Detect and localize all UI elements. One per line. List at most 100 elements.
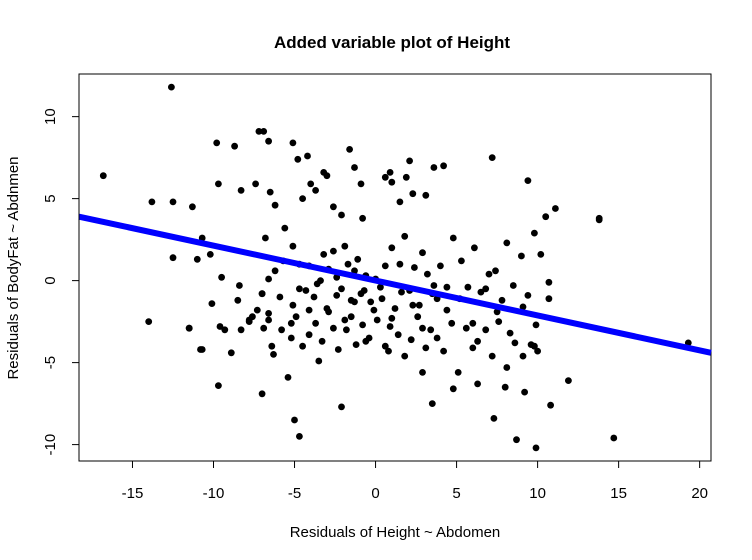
regression-line	[78, 213, 712, 356]
data-point	[519, 303, 527, 311]
data-point	[258, 390, 266, 398]
data-point	[344, 260, 352, 268]
data-point	[169, 254, 177, 262]
data-point	[458, 257, 465, 265]
data-point	[320, 251, 328, 258]
data-point	[524, 292, 532, 299]
data-point	[362, 337, 370, 345]
data-point	[402, 173, 410, 181]
data-point	[323, 172, 331, 180]
data-point	[253, 306, 261, 314]
data-point	[260, 324, 268, 332]
data-point	[218, 273, 226, 281]
data-point	[359, 321, 366, 329]
data-point	[206, 251, 214, 258]
data-point	[492, 267, 499, 275]
data-point	[485, 270, 493, 278]
data-point	[521, 388, 528, 396]
data-point	[532, 321, 540, 329]
data-point	[437, 262, 444, 270]
plot-frame	[78, 73, 712, 462]
data-point	[407, 336, 415, 344]
data-point	[312, 187, 319, 194]
x-axis: -15 -10 -5 0 5 10 15 20	[122, 460, 708, 502]
data-point	[474, 380, 481, 388]
data-point	[271, 201, 279, 209]
data-point	[268, 342, 276, 350]
data-point	[370, 306, 378, 314]
data-point	[542, 213, 550, 221]
data-point	[169, 198, 177, 206]
data-point	[443, 306, 451, 314]
x-axis-label: Residuals of Height ~ Abdomen	[290, 524, 501, 541]
data-point	[488, 352, 496, 360]
data-point	[396, 198, 404, 206]
data-point	[537, 251, 545, 258]
data-point	[333, 292, 341, 299]
data-point	[415, 301, 423, 309]
data-point	[381, 173, 389, 181]
data-point	[258, 290, 266, 298]
data-point	[234, 296, 242, 304]
data-point	[378, 295, 386, 303]
data-point	[330, 324, 337, 332]
x-tick-label: 5	[452, 485, 460, 502]
data-point	[462, 324, 470, 332]
x-tick-label: -15	[122, 485, 144, 502]
data-point	[401, 232, 409, 240]
data-point	[237, 326, 245, 334]
data-point	[265, 316, 272, 324]
data-point	[534, 347, 541, 355]
data-point	[427, 326, 435, 334]
data-point	[519, 352, 527, 360]
data-point	[289, 242, 297, 250]
data-point	[284, 374, 292, 381]
data-point	[216, 323, 224, 330]
data-point	[532, 444, 540, 452]
data-point	[388, 314, 396, 322]
data-point	[391, 305, 399, 312]
data-point	[440, 162, 447, 170]
data-point	[266, 188, 274, 196]
data-point	[565, 377, 572, 384]
data-point	[386, 323, 394, 330]
data-point	[346, 146, 353, 153]
data-point	[193, 255, 201, 263]
data-point	[381, 342, 389, 350]
data-point	[330, 203, 337, 211]
data-point	[531, 229, 538, 237]
data-point	[296, 433, 303, 440]
data-point	[236, 282, 243, 289]
data-point	[454, 369, 462, 376]
data-point	[352, 341, 360, 348]
data-point	[292, 313, 300, 321]
data-point	[419, 369, 426, 376]
y-tick-label: -5	[42, 356, 59, 369]
data-point	[99, 172, 107, 180]
data-point	[433, 334, 441, 342]
data-point	[294, 155, 302, 163]
data-point	[237, 187, 245, 194]
data-point	[610, 434, 618, 442]
data-point	[424, 270, 431, 278]
data-point	[289, 301, 297, 309]
data-point	[471, 244, 478, 252]
data-point	[518, 252, 525, 260]
data-point	[338, 285, 345, 293]
data-point	[411, 264, 418, 271]
data-point	[305, 306, 313, 314]
x-tick-label: 10	[529, 485, 546, 502]
data-point	[270, 351, 277, 358]
data-point	[347, 313, 355, 321]
data-point	[419, 324, 426, 332]
y-tick-label: 0	[42, 276, 59, 284]
data-point	[428, 400, 436, 407]
data-point	[531, 342, 538, 350]
chart-title: Added variable plot of Height	[274, 33, 510, 52]
data-point	[302, 287, 310, 294]
data-point	[401, 352, 409, 360]
data-point	[231, 142, 239, 150]
data-point	[498, 296, 506, 304]
data-point	[333, 273, 341, 281]
